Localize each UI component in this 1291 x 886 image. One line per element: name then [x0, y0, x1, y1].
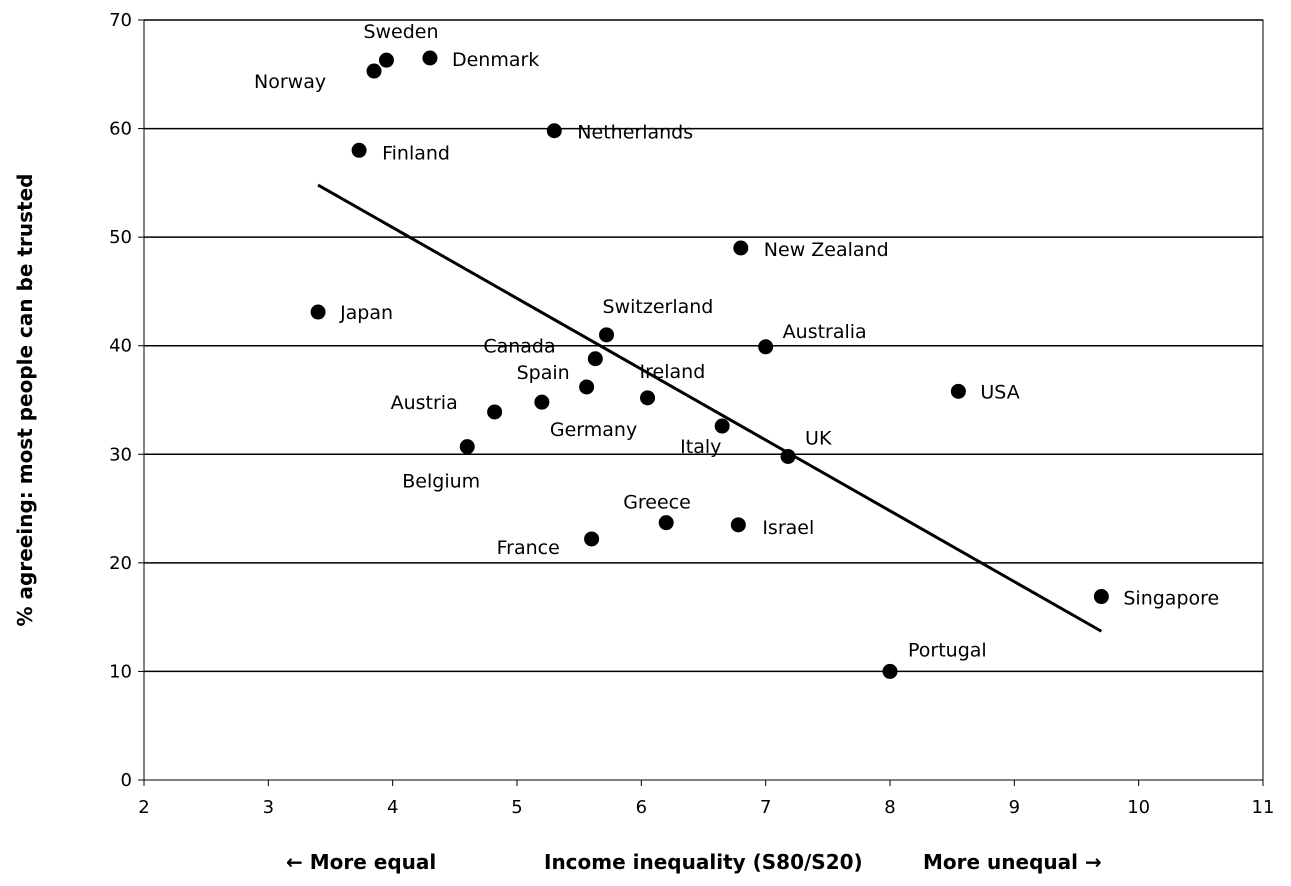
x-tick-label: 11	[1252, 797, 1275, 818]
point-germany	[534, 394, 550, 410]
x-tick-label: 4	[387, 797, 398, 818]
label-japan: Japan	[339, 302, 393, 324]
trendline-group	[317, 183, 1103, 633]
point-switzerland	[599, 327, 615, 343]
point-norway	[366, 63, 382, 79]
plot-area	[143, 19, 1264, 781]
label-france: France	[497, 537, 560, 559]
point-australia	[758, 339, 774, 355]
point-labels: Norway Sweden Denmark Netherlands Finland New…	[254, 21, 1219, 661]
x-axis-left-label: ← More equal	[286, 850, 436, 874]
gridlines	[144, 19, 1263, 673]
point-usa	[950, 383, 966, 399]
label-canada: Canada	[483, 336, 555, 358]
point-japan	[310, 304, 326, 320]
point-italy	[714, 418, 730, 434]
data-points	[310, 50, 1109, 679]
label-usa: USA	[980, 381, 1019, 403]
point-spain	[579, 379, 595, 395]
x-tick-label: 2	[138, 797, 149, 818]
point-france	[584, 531, 600, 547]
x-tick-label: 8	[884, 797, 895, 818]
label-greece: Greece	[623, 492, 691, 514]
label-australia: Australia	[783, 321, 867, 343]
point-belgium	[459, 439, 475, 455]
x-axis-title: Income inequality (S80/S20)	[544, 850, 863, 874]
label-austria: Austria	[391, 392, 458, 414]
label-germany: Germany	[550, 419, 637, 441]
label-netherlands: Netherlands	[577, 122, 693, 144]
label-uk: UK	[805, 427, 832, 449]
x-tick-label: 9	[1009, 797, 1020, 818]
x-tick-label: 10	[1127, 797, 1150, 818]
y-tick-label: 50	[109, 227, 132, 248]
point-new-zealand	[733, 240, 749, 256]
point-finland	[351, 142, 367, 158]
label-switzerland: Switzerland	[603, 296, 714, 318]
y-tick-label: 70	[109, 10, 132, 31]
y-tick-label: 60	[109, 119, 132, 140]
label-denmark: Denmark	[452, 49, 539, 71]
point-ireland	[640, 390, 656, 406]
x-tick-label: 3	[263, 797, 274, 818]
point-denmark	[422, 50, 438, 66]
label-new-zealand: New Zealand	[764, 239, 889, 261]
point-canada	[587, 351, 603, 367]
point-singapore	[1093, 589, 1109, 605]
y-tick-labels: 0 10 20 30 40 50 60 70	[109, 10, 132, 791]
label-finland: Finland	[382, 142, 450, 164]
label-singapore: Singapore	[1123, 588, 1219, 610]
point-uk	[780, 448, 796, 464]
label-ireland: Ireland	[640, 361, 706, 383]
label-belgium: Belgium	[402, 471, 480, 493]
y-tick-label: 30	[109, 444, 132, 465]
point-israel	[730, 517, 746, 533]
label-norway: Norway	[254, 71, 326, 93]
y-tick-label: 40	[109, 336, 132, 357]
axes	[138, 19, 1264, 786]
x-axis-right-label: More unequal →	[923, 850, 1102, 874]
label-spain: Spain	[517, 362, 570, 384]
trendline	[317, 183, 1103, 633]
x-tick-label: 6	[636, 797, 647, 818]
label-sweden: Sweden	[363, 21, 438, 43]
point-netherlands	[546, 123, 562, 139]
y-tick-label: 20	[109, 553, 132, 574]
x-tick-label: 7	[760, 797, 771, 818]
y-axis-title: % agreeing: most people can be trusted	[13, 174, 37, 627]
x-tick-labels: 2 3 4 5 6 7 8 9 10 11	[138, 797, 1274, 818]
y-tick-label: 10	[109, 661, 132, 682]
label-portugal: Portugal	[908, 639, 987, 661]
x-tick-label: 5	[511, 797, 522, 818]
label-italy: Italy	[680, 436, 721, 458]
y-tick-label: 0	[121, 770, 132, 791]
label-israel: Israel	[762, 517, 814, 539]
point-greece	[658, 515, 674, 531]
point-austria	[487, 404, 503, 420]
point-sweden	[378, 52, 394, 68]
point-portugal	[882, 663, 898, 679]
